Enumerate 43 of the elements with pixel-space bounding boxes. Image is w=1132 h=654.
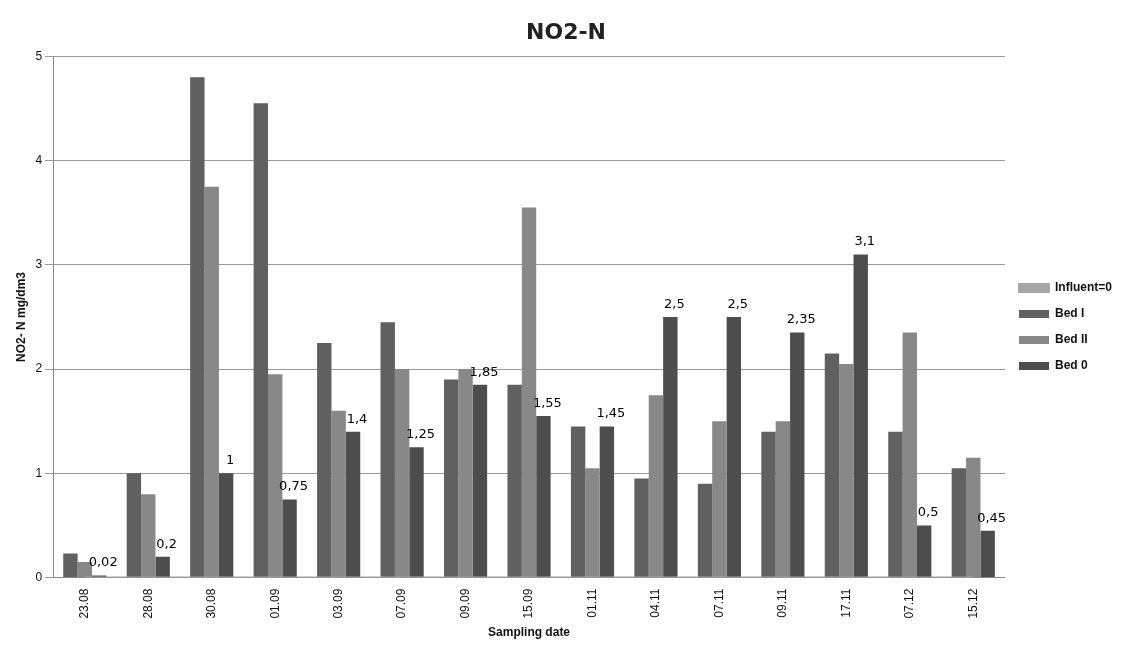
- data-label: 0,5: [917, 504, 939, 520]
- y-tick-label: 2: [35, 361, 43, 376]
- legend-label: Bed 0: [1054, 358, 1088, 373]
- legend-label: Bed II: [1054, 332, 1088, 347]
- y-tick-label: 4: [35, 152, 43, 167]
- data-label: 1,25: [406, 426, 435, 442]
- chart-title: NO2-N: [526, 18, 606, 44]
- data-label: 1: [225, 452, 235, 468]
- x-tick-label: 04.11: [648, 588, 663, 618]
- data-label: 1,45: [596, 405, 626, 421]
- x-tick-label: 28.08: [140, 588, 155, 619]
- y-tick-label: 5: [35, 48, 43, 63]
- y-tick-label: 3: [35, 257, 43, 272]
- data-label: 2,5: [727, 295, 749, 311]
- data-label: 2,35: [786, 311, 816, 327]
- x-tick-label: 07.11: [711, 588, 726, 618]
- x-axis-title: Sampling date: [488, 625, 571, 640]
- x-tick-label: 07.12: [902, 588, 917, 619]
- legend-label: Influent=0: [1054, 280, 1113, 295]
- data-label: 3,1: [854, 233, 876, 249]
- y-tick-label: 1: [35, 465, 43, 480]
- data-label: 0,45: [977, 509, 1007, 525]
- x-tick-label: 15.12: [965, 588, 980, 619]
- x-tick-label: 17.11: [838, 588, 853, 618]
- x-tick-label: 01.09: [267, 588, 282, 619]
- data-label: 2,5: [664, 295, 685, 311]
- y-axis-title: NO2- N mg/dm3: [13, 271, 28, 362]
- x-tick-label: 03.09: [330, 588, 345, 619]
- data-label: 0,75: [279, 478, 309, 494]
- x-tick-label: 07.09: [394, 588, 409, 619]
- x-tick-label: 09.09: [457, 588, 472, 619]
- x-tick-label: 01.11: [584, 588, 599, 618]
- x-tick-label: 15.09: [521, 588, 536, 619]
- data-label: 1,4: [346, 410, 368, 426]
- y-tick-label: 0: [35, 569, 43, 584]
- legend-label: Bed I: [1054, 306, 1085, 321]
- x-tick-label: 23.08: [77, 588, 92, 619]
- data-label: 1,55: [532, 394, 562, 410]
- data-label: 1,85: [469, 363, 499, 379]
- x-tick-label: 30.08: [204, 588, 219, 619]
- x-tick-label: 09.11: [775, 588, 790, 618]
- data-label: 0,02: [88, 554, 118, 570]
- data-label: 0,2: [156, 535, 177, 551]
